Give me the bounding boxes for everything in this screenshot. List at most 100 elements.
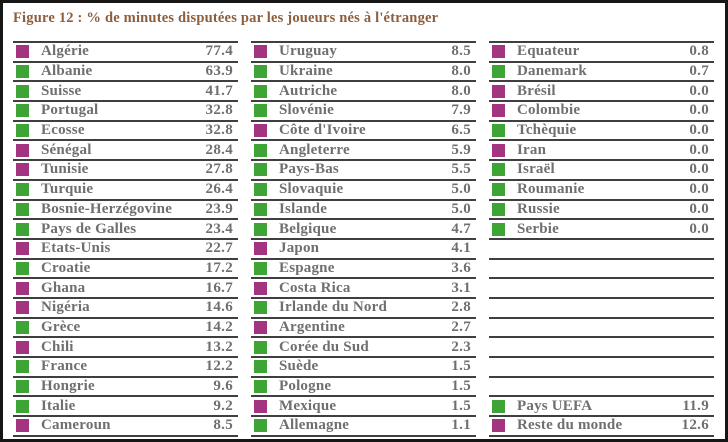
country-label: Autriche [279, 82, 338, 99]
table-row: Ukraine 8.0 [251, 63, 476, 83]
table-row: Serbie 0.0 [489, 220, 714, 240]
country-label: Croatie [41, 259, 91, 276]
country-value: 32.8 [205, 102, 233, 119]
country-label: Pologne [279, 378, 332, 395]
uefa-color-swatch [492, 399, 505, 413]
country-label: Italie [41, 397, 76, 414]
country-label: Angleterre [279, 141, 350, 158]
country-label: Pays de Galles [41, 220, 137, 237]
country-label: Mexique [279, 397, 337, 414]
table-row: Russie 0.0 [489, 201, 714, 221]
country-value: 16.7 [205, 279, 233, 296]
country-value: 0.7 [689, 63, 709, 80]
uefa-color-swatch [254, 163, 267, 177]
country-value: 23.9 [205, 200, 233, 217]
country-value: 9.2 [213, 397, 233, 414]
country-label: Allemagne [279, 417, 350, 434]
uefa-color-swatch [492, 183, 505, 197]
uefa-color-swatch [492, 222, 505, 236]
uefa-color-swatch [254, 183, 267, 197]
country-value: 8.0 [451, 63, 471, 80]
table-row: Argentine 2.7 [251, 319, 476, 339]
country-value: 2.8 [451, 299, 471, 316]
summary-row: Reste du monde 12.6 [489, 417, 714, 437]
uefa-color-swatch [16, 399, 29, 413]
country-label: Hongrie [41, 378, 95, 395]
table-row: Etats-Unis 22.7 [13, 240, 238, 260]
table-row: Roumanie 0.0 [489, 181, 714, 201]
table-row: Japon 4.1 [251, 240, 476, 260]
country-value: 3.1 [451, 279, 471, 296]
country-value: 5.9 [451, 141, 471, 158]
country-value: 0.0 [689, 141, 709, 158]
table-row: Belgique 4.7 [251, 220, 476, 240]
table-row: Italie 9.2 [13, 397, 238, 418]
table-row: Portugal 32.8 [13, 102, 238, 122]
uefa-color-swatch [254, 84, 267, 98]
country-label: Islande [279, 200, 328, 217]
country-value: 1.5 [451, 378, 471, 395]
table-row: Irlande du Nord 2.8 [251, 299, 476, 319]
empty-row [489, 378, 714, 398]
uefa-color-swatch [254, 340, 267, 354]
world-color-swatch [254, 320, 267, 334]
table-row: Costa Rica 3.1 [251, 279, 476, 299]
country-value: 2.3 [451, 338, 471, 355]
country-label: Pays-Bas [279, 161, 339, 178]
world-color-swatch [492, 143, 505, 157]
table-row: Slovénie 7.9 [251, 102, 476, 122]
country-value: 17.2 [205, 259, 233, 276]
table-row: Danemark 0.7 [489, 63, 714, 83]
country-value: 7.9 [451, 102, 471, 119]
table-row: Suède 1.5 [251, 358, 476, 378]
country-value: 5.0 [451, 200, 471, 217]
country-label: Etats-Unis [41, 240, 111, 257]
uefa-color-swatch [16, 124, 29, 138]
country-value: 12.2 [205, 358, 233, 375]
table-row: Espagne 3.6 [251, 260, 476, 280]
table-row: Iran 0.0 [489, 141, 714, 162]
world-color-swatch [16, 143, 29, 157]
world-color-swatch [16, 163, 29, 177]
country-label: Costa Rica [279, 279, 351, 296]
table-row: Slovaquie 5.0 [251, 181, 476, 201]
country-value: 1.1 [451, 417, 471, 434]
country-value: 32.8 [205, 122, 233, 139]
country-label: Colombie [517, 102, 581, 119]
table-column-2: Uruguay 8.5 Ukraine 8.0 Autriche 8.0 Slovénie 7… [251, 41, 476, 437]
empty-row [489, 299, 714, 319]
country-label: Iran [517, 141, 547, 158]
country-value: 5.5 [451, 161, 471, 178]
table-row: Tchèquie 0.0 [489, 122, 714, 142]
country-label: Pays UEFA [517, 397, 593, 414]
country-value: 1.5 [451, 358, 471, 375]
uefa-color-swatch [254, 65, 267, 79]
world-color-swatch [492, 45, 505, 59]
country-value: 22.7 [205, 240, 233, 257]
uefa-color-swatch [492, 202, 505, 216]
country-label: Ecosse [41, 122, 85, 139]
table-row: Pays-Bas 5.5 [251, 161, 476, 181]
country-label: Chili [41, 338, 74, 355]
country-label: Israël [517, 161, 555, 178]
table-row: Colombie 0.0 [489, 102, 714, 122]
country-value: 2.7 [451, 318, 471, 335]
uefa-color-swatch [254, 143, 267, 157]
country-value: 0.8 [689, 43, 709, 60]
table-row: Nigéria 14.6 [13, 299, 238, 319]
country-label: Turquie [41, 181, 94, 198]
country-label: Ghana [41, 279, 86, 296]
country-label: Slovénie [279, 102, 334, 119]
country-value: 8.5 [451, 43, 471, 60]
country-value: 63.9 [205, 63, 233, 80]
country-value: 8.5 [213, 417, 233, 434]
table-row: Angleterre 5.9 [251, 141, 476, 162]
world-color-swatch [254, 242, 267, 256]
uefa-color-swatch [492, 65, 505, 79]
country-value: 0.0 [689, 122, 709, 139]
table-row: Brésil 0.0 [489, 82, 714, 103]
country-value: 0.0 [689, 181, 709, 198]
country-value: 0.0 [689, 102, 709, 119]
country-label: Uruguay [279, 43, 338, 60]
country-value: 12.6 [681, 417, 709, 434]
